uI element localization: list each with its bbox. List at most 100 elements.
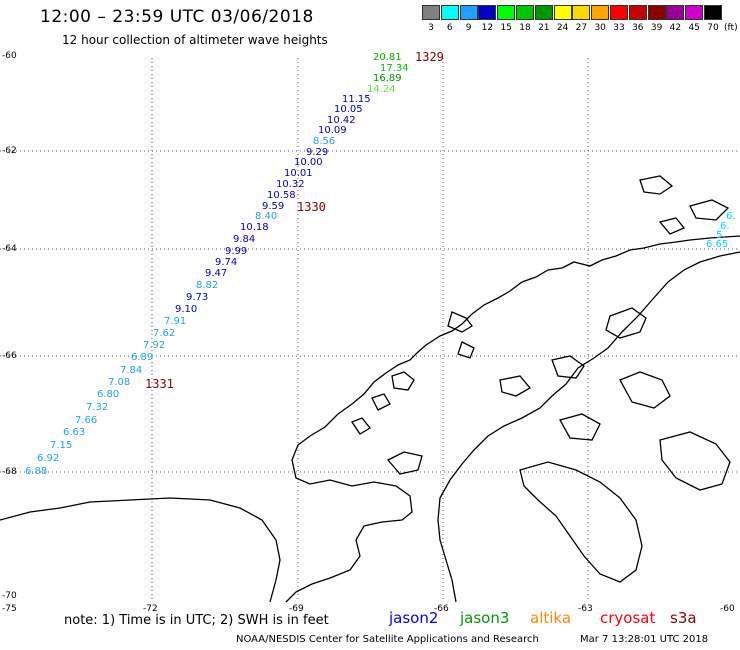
wave-height-value: 6.65 [706, 239, 729, 250]
map-title: 12:00 – 23:59 UTC 03/06/2018 [40, 7, 314, 27]
scale-label: 21 [538, 23, 550, 33]
wave-height-value: 7.15 [50, 440, 73, 451]
credit-line: NOAA/NESDIS Center for Satellite Applica… [236, 634, 539, 645]
scale-swatch [628, 5, 647, 20]
scale-swatch [534, 5, 553, 20]
scale-swatch [572, 5, 591, 20]
wave-height-value: 8.40 [255, 211, 278, 222]
wave-height-value: 9.74 [215, 257, 238, 268]
scale-label: 6 [446, 23, 453, 33]
wave-height-value: 9.10 [175, 304, 198, 315]
wave-height-value: 14.24 [367, 84, 396, 95]
scale-label: 39 [650, 23, 663, 33]
orbit-number: 1329 [415, 50, 444, 64]
satellite-label: jason3 [460, 609, 510, 627]
lon-label: -72 [143, 604, 158, 614]
lat-label: -70 [2, 591, 17, 601]
wave-height-value: 9.59 [262, 201, 285, 212]
scale-label: 18 [519, 23, 531, 33]
scale-swatch [647, 5, 666, 20]
wave-height-value: 7.62 [153, 328, 176, 339]
wave-height-value: 8.56 [313, 136, 336, 147]
timestamp: Mar 7 13:28:01 UTC 2018 [580, 634, 709, 645]
lat-label: -62 [2, 146, 17, 156]
wave-height-value: 7.08 [108, 377, 131, 388]
lat-label: -64 [2, 244, 17, 254]
wave-height-value: 17.34 [380, 63, 409, 74]
wave-height-value: 7.92 [143, 340, 166, 351]
lat-label: -60 [2, 51, 17, 61]
wave-height-value: 11.15 [342, 94, 371, 105]
orbit-number: 1330 [297, 200, 326, 214]
wave-height-value: 6.80 [97, 389, 120, 400]
scale-label: 70 [707, 23, 719, 33]
map-subtitle: 12 hour collection of altimeter wave hei… [62, 33, 328, 47]
scale-unit: (ft) [724, 23, 738, 33]
wave-height-value: 9.99 [225, 246, 248, 257]
satellite-label: cryosat [600, 609, 656, 627]
wave-height-value: 6. [720, 221, 730, 232]
scale-swatch [666, 5, 685, 20]
coastline [0, 175, 740, 603]
wave-height-value: 16.89 [373, 73, 402, 84]
wave-height-value: 7.84 [120, 365, 143, 376]
scale-swatch [591, 5, 610, 20]
orbit-number: 1331 [145, 377, 174, 391]
scale-label: 3 [428, 23, 434, 33]
scale-label: 9 [465, 23, 472, 33]
lat-lon-grid [0, 58, 740, 602]
wave-height-value: 6.89 [131, 352, 154, 363]
scale-label: 15 [500, 23, 512, 33]
scale-label: 33 [613, 23, 625, 33]
wave-height-value: 9.73 [186, 292, 209, 303]
wave-height-value: 6. [726, 211, 736, 222]
footnote: note: 1) Time is in UTC; 2) SWH is in fe… [64, 613, 329, 628]
scale-label: 36 [632, 23, 644, 33]
scale-label: 42 [669, 23, 682, 33]
scale-swatch [422, 5, 440, 20]
wave-height-value: 7.91 [164, 316, 187, 327]
scale-label: 24 [556, 23, 569, 33]
wave-height-value: 9.47 [205, 268, 228, 279]
wave-height-value: 5. [716, 230, 726, 241]
wave-height-value: 9.29 [306, 147, 329, 158]
scale-swatch [440, 5, 459, 20]
satellite-label: jason2 [389, 609, 439, 627]
wave-height-value: 7.32 [86, 402, 109, 413]
wave-height-value: 10.00 [294, 157, 323, 168]
lat-label: -68 [2, 467, 17, 477]
scale-label: 27 [575, 23, 588, 33]
lon-label: -75 [2, 604, 17, 614]
wave-height-value: 10.05 [334, 104, 363, 115]
wave-height-value: 10.58 [267, 190, 296, 201]
lon-label: -69 [289, 604, 304, 614]
wave-height-value: 6.92 [37, 453, 60, 464]
wave-height-value: 10.09 [318, 125, 347, 136]
scale-swatch [497, 5, 516, 20]
wave-height-value: 10.18 [240, 222, 269, 233]
scale-swatch [553, 5, 572, 20]
scale-swatch [610, 5, 628, 20]
satellite-label: s3a [670, 609, 697, 627]
lon-label: -63 [578, 604, 593, 614]
scale-swatch [516, 5, 534, 20]
scale-label: 45 [688, 23, 700, 33]
scale-swatch [478, 5, 497, 20]
wave-height-value: 10.42 [327, 115, 356, 126]
wave-height-value: 6.88 [25, 466, 48, 477]
scale-swatch [685, 5, 704, 20]
wave-height-value: 9.84 [233, 234, 256, 245]
lon-label: -60 [720, 604, 735, 614]
satellite-label: altika [530, 609, 572, 627]
scale-label: 12 [481, 23, 494, 33]
scale-swatch [704, 5, 722, 20]
wave-height-value: 10.32 [276, 179, 305, 190]
wave-height-value: 6.63 [63, 427, 86, 438]
lat-label: -66 [2, 351, 17, 361]
wave-height-value: 7.66 [75, 415, 98, 426]
lon-label: -66 [434, 604, 449, 614]
wave-height-value: 10.01 [284, 168, 313, 179]
scale-label: 30 [594, 23, 606, 33]
wave-height-value: 20.81 [373, 52, 402, 63]
